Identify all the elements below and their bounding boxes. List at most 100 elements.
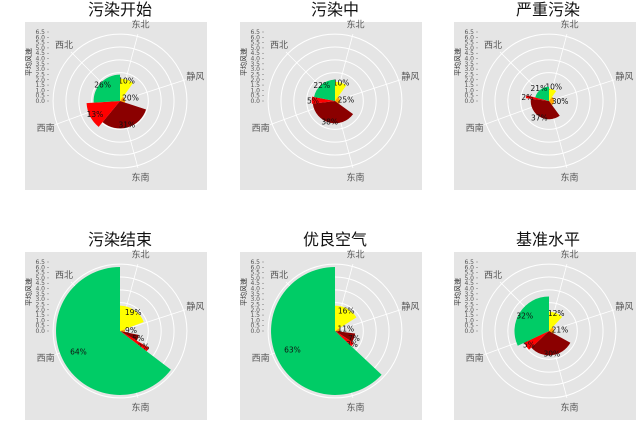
grid-ring <box>481 33 617 169</box>
percent-label: 5% <box>132 334 144 343</box>
percent-label: 38% <box>321 118 338 127</box>
axis-tick-label: 2.0 <box>464 77 474 84</box>
sector-calm <box>549 327 555 334</box>
grid-ring <box>481 263 617 399</box>
axis-tick-label: 5.5 <box>35 270 45 277</box>
axis-tick-label: 2.0 <box>250 77 260 84</box>
percent-label: 21% <box>531 84 548 93</box>
chart-title: 污染中 <box>311 0 359 19</box>
axis-tick-label: 6.0 <box>250 264 260 271</box>
direction-label: 西南 <box>37 352 55 364</box>
axis-tick-label: 1.0 <box>250 317 260 324</box>
axis-tick-label: 0.5 <box>250 323 260 330</box>
grid-ring <box>293 59 377 143</box>
axis-tick-label: 5.0 <box>35 275 45 282</box>
percent-label: 63% <box>284 345 301 354</box>
percent-label: 5% <box>523 341 535 350</box>
percent-label: 12% <box>548 309 565 318</box>
percent-label: 10% <box>118 77 135 86</box>
axis-tick-label: 0.5 <box>35 323 45 330</box>
percent-label: 3% <box>346 340 358 349</box>
percent-label: 5% <box>307 96 319 105</box>
sector-east <box>549 311 563 331</box>
axis-tick-label: 5.0 <box>250 275 260 282</box>
sector-southwest <box>335 331 354 347</box>
axis-label: 平均风速 <box>24 48 33 76</box>
wind-rose-panel: 严重污染 0.00.51.01.52.02.53.03.54.04.55.05.5… <box>453 0 636 190</box>
axis-tick-label: 1.0 <box>35 317 45 324</box>
grid-ring <box>280 46 390 156</box>
sector-east <box>335 305 357 331</box>
axis-tick-label: 6.5 <box>250 259 260 266</box>
chart-title: 污染开始 <box>88 0 152 19</box>
percent-label: 30% <box>543 349 560 358</box>
percent-label: 21% <box>552 325 569 334</box>
direction-label: 东北 <box>131 18 149 30</box>
axis-tick-label: 2.5 <box>464 71 474 78</box>
axis-tick-label: 4.0 <box>35 56 45 63</box>
axis-tick-label: 6.5 <box>464 29 474 36</box>
axis-tick-label: 6.5 <box>35 29 45 36</box>
sector-southeast <box>120 331 139 341</box>
grid-spoke <box>548 309 616 332</box>
axis-tick-label: 0.0 <box>35 98 45 105</box>
axis-tick-label: 5.0 <box>464 275 474 282</box>
direction-label: 东南 <box>131 402 149 414</box>
direction-label: 东北 <box>131 248 149 260</box>
axis-tick-label: 3.5 <box>35 61 45 68</box>
direction-label: 西北 <box>55 270 73 281</box>
grid-ring <box>52 263 188 399</box>
chart-title: 污染结束 <box>88 230 152 249</box>
sector-calm <box>549 96 555 106</box>
percent-label: 25% <box>338 95 355 104</box>
grid-spoke <box>334 309 402 332</box>
axis-tick-label: 1.0 <box>464 317 474 324</box>
direction-label: 西北 <box>484 270 502 281</box>
axis-tick-label: 2.0 <box>35 77 45 84</box>
grid-ring <box>520 72 578 130</box>
axis-tick-label: 3.0 <box>35 66 45 73</box>
axis-tick-label: 0.5 <box>35 93 45 100</box>
percent-label: 37% <box>531 113 548 122</box>
axis-tick-label: 5.5 <box>464 40 474 47</box>
axis-tick-label: 5.0 <box>250 45 260 52</box>
percent-label: 13% <box>87 110 104 119</box>
direction-label: 西北 <box>270 270 288 281</box>
percent-label: 22% <box>313 81 330 90</box>
axis-tick-label: 0.0 <box>250 328 260 335</box>
axis-tick-label: 6.5 <box>250 29 260 36</box>
sector-northwest <box>56 267 171 395</box>
axis-tick-label: 1.5 <box>35 312 45 319</box>
sector-southwest <box>524 331 549 350</box>
axis-label: 平均风速 <box>453 48 462 76</box>
axis-tick-label: 0.0 <box>464 328 474 335</box>
grid-ring <box>65 46 175 156</box>
direction-label: 东南 <box>346 172 364 184</box>
axis-tick-label: 1.5 <box>250 82 260 89</box>
sector-calm <box>335 96 341 104</box>
axis-tick-label: 3.0 <box>35 296 45 303</box>
grid-ring <box>306 72 364 130</box>
axis-tick-label: 2.5 <box>35 301 45 308</box>
percent-label: 10% <box>333 78 350 87</box>
grid-ring <box>507 289 591 373</box>
axis-tick-label: 0.0 <box>250 98 260 105</box>
axis-tick-label: 0.5 <box>464 93 474 100</box>
direction-label: 东南 <box>560 172 578 184</box>
sector-east <box>549 88 557 101</box>
wind-rose-panel: 污染结束 0.00.51.01.52.02.53.03.54.04.55.05.5… <box>24 230 207 420</box>
sector-southeast <box>102 101 147 129</box>
axis-tick-label: 4.5 <box>35 50 45 57</box>
sector-southwest <box>86 101 120 127</box>
direction-label: 静风 <box>401 71 419 83</box>
axis-tick-label: 1.5 <box>35 82 45 89</box>
axis-tick-label: 4.5 <box>464 50 474 57</box>
axis-tick-label: 4.0 <box>464 286 474 293</box>
sector-southwest <box>311 96 335 104</box>
percent-label: 26% <box>94 81 111 90</box>
direction-label: 东北 <box>560 248 578 260</box>
axis-tick-label: 5.5 <box>250 270 260 277</box>
axis-tick-label: 5.5 <box>35 40 45 47</box>
axis-tick-label: 1.0 <box>35 87 45 94</box>
axis-tick-label: 1.0 <box>464 87 474 94</box>
